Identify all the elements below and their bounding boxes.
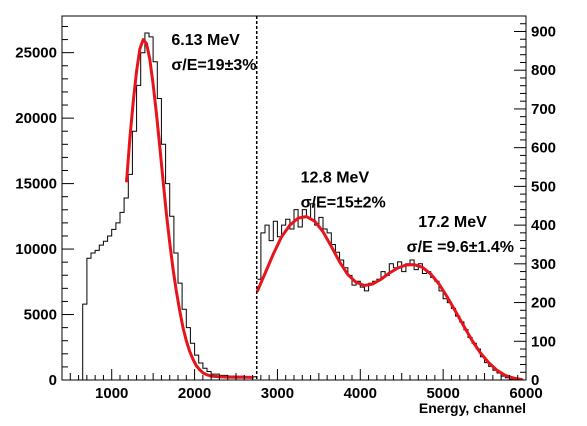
fit-curve-4 xyxy=(256,215,524,380)
y-right-tick-label: 200 xyxy=(531,295,556,312)
y-right-tick-label: 700 xyxy=(531,101,556,118)
x-tick-label: 3000 xyxy=(261,385,294,402)
peak-annotation-1: 6.13 MeV xyxy=(171,32,240,49)
y-left-tick-label: 10000 xyxy=(15,241,57,258)
histogram-series-1 xyxy=(78,32,257,380)
y-right-tick-label: 400 xyxy=(531,217,556,234)
peak-annotation-6: σ/E =9.6±1.4% xyxy=(407,239,514,256)
y-right-tick-label: 500 xyxy=(531,178,556,195)
x-tick-label: 5000 xyxy=(426,385,459,402)
y-left-tick-label: 25000 xyxy=(15,45,57,62)
peak-annotation-2: σ/E=19±3% xyxy=(171,57,256,74)
peak-annotation-3: 12.8 MeV xyxy=(301,170,370,187)
y-right-tick-label: 600 xyxy=(531,140,556,157)
peak-annotation-5: 17.2 MeV xyxy=(418,214,487,231)
y-left-tick-label: 0 xyxy=(49,372,57,389)
y-left-tick-label: 20000 xyxy=(15,110,57,127)
axes: 1000 2000 3000 4000 5000 60000500010000150002… xyxy=(15,15,556,402)
x-tick-label: 4000 xyxy=(344,385,377,402)
y-left-tick-label: 5000 xyxy=(24,307,57,324)
x-tick-label: 1000 xyxy=(95,385,128,402)
y-left-tick-label: 15000 xyxy=(15,176,57,193)
y-right-tick-label: 800 xyxy=(531,62,556,79)
y-right-tick-label: 300 xyxy=(531,256,556,273)
y-right-tick-label: 0 xyxy=(531,372,539,389)
x-tick-label: 2000 xyxy=(178,385,211,402)
x-tick-label: 6000 xyxy=(509,385,542,402)
plot-area: 6.13 MeV σ/E=19±3% 12.8 MeV σ/E=15±2% 17.2 M… xyxy=(78,16,524,380)
peak-annotation-4: σ/E=15±2% xyxy=(301,195,386,212)
x-axis-title: Energy, channel xyxy=(419,400,526,416)
y-right-tick-label: 900 xyxy=(531,23,556,40)
y-right-tick-label: 100 xyxy=(531,333,556,350)
